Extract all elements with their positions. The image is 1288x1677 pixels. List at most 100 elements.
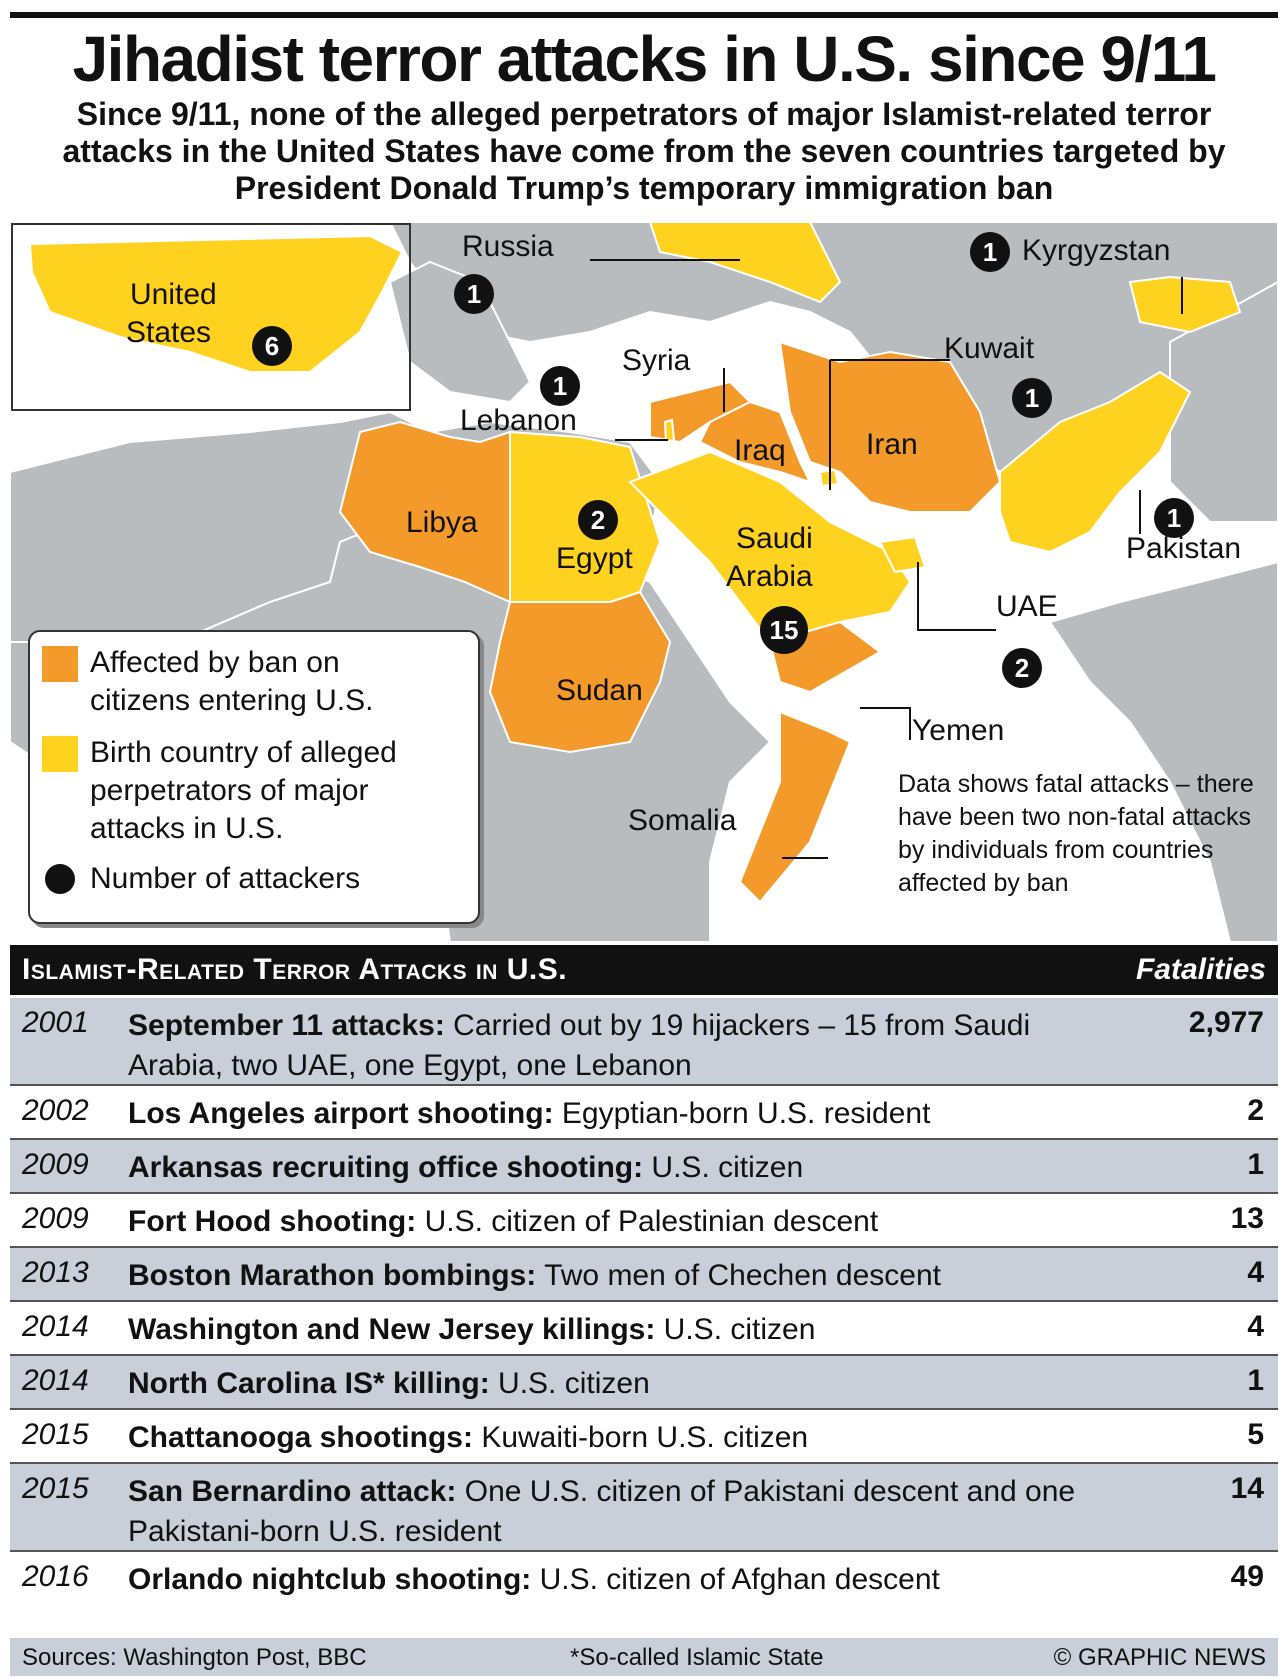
uae-shape — [878, 535, 927, 574]
label-kyrgyzstan: Kyrgyzstan — [1022, 234, 1170, 267]
label-arabia: Arabia — [726, 560, 813, 593]
label-kuwait: Kuwait — [944, 332, 1035, 365]
row-year: 2009 — [22, 1202, 89, 1235]
banned-swatch — [42, 646, 78, 682]
row-attack-name: Washington and New Jersey killings: — [128, 1313, 656, 1346]
country-labels: United States Russia Kyrgyzstan Syria Ku… — [126, 230, 1241, 837]
lebanon-shape — [663, 418, 676, 444]
row-description: Boston Marathon bombings: Two men of Che… — [128, 1256, 1128, 1296]
somalia-shape — [738, 710, 852, 904]
row-fatalities: 1 — [1247, 1148, 1264, 1181]
count-russia: 1 — [454, 274, 494, 314]
row-fatalities: 4 — [1247, 1256, 1264, 1289]
footer: Sources: Washington Post, BBC *So-called… — [10, 1638, 1278, 1676]
row-fatalities: 4 — [1247, 1310, 1264, 1343]
row-attack-name: Chattanooga shootings: — [128, 1421, 473, 1454]
kyrgyzstan-shape — [1128, 275, 1242, 334]
legend-count: Number of attackers — [42, 860, 360, 898]
attacks-table: 2001 September 11 attacks: Carried out b… — [10, 998, 1278, 1604]
table-heading: Islamist-Related Terror Attacks in U.S. — [22, 953, 568, 986]
count-pakistan: 1 — [1154, 498, 1194, 538]
count-kyrgyzstan: 1 — [970, 232, 1010, 272]
row-year: 2015 — [22, 1472, 89, 1505]
banned-countries — [338, 340, 1002, 904]
iraq-shape — [698, 400, 812, 484]
legend-birth: Birth country of alleged perpetrators of… — [42, 734, 450, 848]
svg-text:1: 1 — [983, 237, 997, 267]
row-description: Arkansas recruiting office shooting: U.S… — [128, 1148, 1128, 1188]
count-lebanon: 1 — [540, 366, 580, 406]
legend-count-text: Number of attackers — [90, 862, 361, 895]
row-description: Chattanooga shootings: Kuwaiti-born U.S.… — [128, 1418, 1128, 1458]
row-detail: Two men of Chechen descent — [536, 1259, 941, 1292]
label-iraq: Iraq — [734, 434, 786, 467]
count-kuwait: 1 — [1012, 378, 1052, 418]
usa-inset-frame — [11, 223, 411, 411]
label-russia: Russia — [462, 230, 554, 263]
svg-text:1: 1 — [1167, 503, 1181, 533]
top-rule — [10, 12, 1278, 18]
label-uae: UAE — [996, 590, 1058, 623]
row-attack-name: Orlando nightclub shooting: — [128, 1563, 532, 1596]
row-fatalities: 2 — [1247, 1094, 1264, 1127]
row-detail: U.S. citizen — [643, 1151, 804, 1184]
table-row: 2016 Orlando nightclub shooting: U.S. ci… — [10, 1552, 1278, 1604]
row-fatalities: 49 — [1230, 1560, 1264, 1593]
label-sudan: Sudan — [556, 674, 643, 707]
leader-lines — [590, 259, 1183, 859]
map-legend: Affected by ban on citizens entering U.S… — [28, 630, 480, 924]
birth-countries — [28, 222, 1242, 644]
label-somalia: Somalia — [628, 804, 737, 837]
row-attack-name: Boston Marathon bombings: — [128, 1259, 537, 1292]
table-row: 2015 Chattanooga shootings: Kuwaiti-born… — [10, 1410, 1278, 1464]
saudi-shape — [628, 450, 912, 644]
table-row: 2009 Arkansas recruiting office shooting… — [10, 1140, 1278, 1194]
row-detail: Carried out by 19 hijackers – 15 from Sa… — [128, 1009, 1031, 1082]
table-row: 2014 North Carolina IS* killing: U.S. ci… — [10, 1356, 1278, 1410]
label-united: United — [130, 278, 217, 311]
russia-shape — [648, 222, 842, 304]
row-description: Orlando nightclub shooting: U.S. citizen… — [128, 1560, 1128, 1600]
svg-text:1: 1 — [553, 371, 567, 401]
pakistan-shape — [999, 370, 1192, 554]
table-row: 2014 Washington and New Jersey killings:… — [10, 1302, 1278, 1356]
footnote: *So-called Islamic State — [570, 1644, 824, 1671]
legend-banned: Affected by ban on citizens entering U.S… — [42, 644, 420, 720]
count-bubbles: 6 1 1 1 1 1 2 15 2 — [252, 232, 1194, 688]
table-row: 2001 September 11 attacks: Carried out b… — [10, 998, 1278, 1086]
legend-birth-text: Birth country of alleged perpetrators of… — [90, 736, 397, 845]
credit: © GRAPHIC NEWS — [1053, 1644, 1266, 1671]
page-subtitle: Since 9/11, none of the alleged perpetra… — [62, 96, 1226, 206]
svg-text:1: 1 — [1025, 383, 1039, 413]
row-detail: One U.S. citizen of Pakistani descent an… — [128, 1475, 1076, 1548]
row-year: 2014 — [22, 1310, 89, 1343]
label-pakistan: Pakistan — [1126, 532, 1241, 565]
map-note: Data shows fatal attacks – there have be… — [898, 770, 1254, 897]
row-year: 2001 — [22, 1006, 89, 1039]
row-year: 2009 — [22, 1148, 89, 1181]
row-detail: U.S. citizen of Afghan descent — [531, 1563, 940, 1596]
label-iran: Iran — [866, 428, 918, 461]
row-detail: U.S. citizen — [489, 1367, 650, 1400]
row-fatalities: 14 — [1230, 1472, 1264, 1505]
row-fatalities: 5 — [1247, 1418, 1264, 1451]
fatalities-heading: Fatalities — [1135, 953, 1266, 986]
svg-text:6: 6 — [265, 331, 279, 361]
svg-text:2: 2 — [1015, 653, 1029, 683]
label-lebanon: Lebanon — [460, 404, 577, 437]
row-fatalities: 1 — [1247, 1364, 1264, 1397]
label-states: States — [126, 316, 211, 349]
table-row: 2013 Boston Marathon bombings: Two men o… — [10, 1248, 1278, 1302]
count-dot-icon — [45, 864, 75, 894]
row-detail: Kuwaiti-born U.S. citizen — [472, 1421, 809, 1454]
table-row: 2009 Fort Hood shooting: U.S. citizen of… — [10, 1194, 1278, 1248]
count-saudi: 15 — [760, 606, 808, 654]
row-description: Los Angeles airport shooting: Egyptian-b… — [128, 1094, 1128, 1134]
count-usa: 6 — [252, 326, 292, 366]
row-attack-name: Los Angeles airport shooting: — [128, 1097, 554, 1130]
row-description: North Carolina IS* killing: U.S. citizen — [128, 1364, 1128, 1404]
row-detail: U.S. citizen — [655, 1313, 816, 1346]
label-yemen: Yemen — [912, 714, 1004, 747]
row-year: 2002 — [22, 1094, 89, 1127]
label-saudi: Saudi — [736, 522, 813, 555]
